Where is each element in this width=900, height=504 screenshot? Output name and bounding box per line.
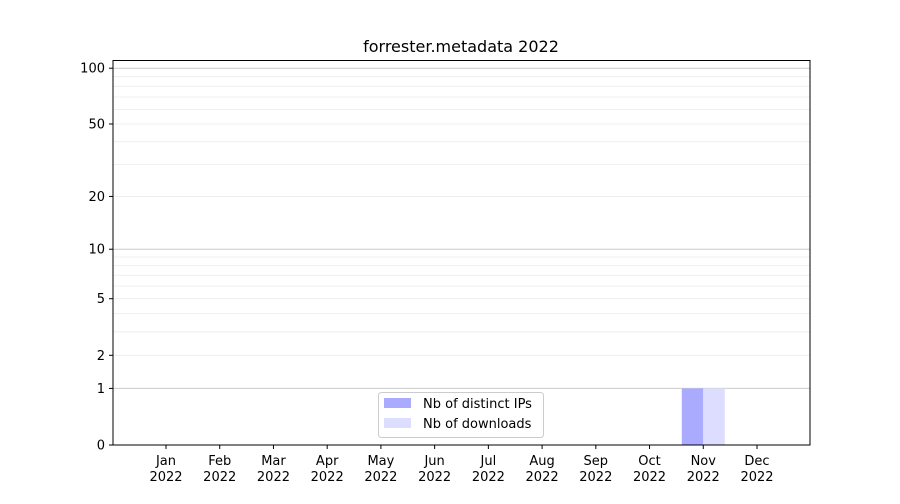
- x-tick-label: 2022: [687, 470, 720, 485]
- x-tick-label: 2022: [579, 470, 612, 485]
- x-tick-label: 2022: [472, 470, 505, 485]
- x-tick-label: 2022: [364, 470, 397, 485]
- y-tick-label: 2: [97, 349, 105, 364]
- x-tick-label: Jan: [155, 454, 176, 469]
- x-tick-label: Apr: [316, 454, 339, 469]
- x-tick-label: 2022: [149, 470, 182, 485]
- y-tick-label: 1: [97, 382, 105, 397]
- x-tick-label: Sep: [584, 454, 609, 469]
- x-tick-label: 2022: [418, 470, 451, 485]
- x-tick-label: Dec: [744, 454, 769, 469]
- legend: Nb of distinct IPs Nb of downloads: [378, 392, 544, 438]
- x-tick-label: 2022: [740, 470, 773, 485]
- x-tick-label: 2022: [633, 470, 666, 485]
- legend-label: Nb of downloads: [423, 417, 532, 432]
- y-tick-label: 5: [97, 292, 105, 307]
- plot-frame: [112, 60, 811, 446]
- legend-label: Nb of distinct IPs: [423, 397, 532, 412]
- x-tick-label: 2022: [311, 470, 344, 485]
- x-tick-label: May: [367, 454, 394, 469]
- bar: [703, 388, 725, 445]
- y-tick-label: 20: [88, 190, 105, 205]
- y-tick-label: 50: [88, 117, 105, 132]
- legend-box: [378, 392, 544, 438]
- y-tick-label: 10: [88, 243, 105, 258]
- bar: [681, 388, 704, 445]
- x-tick-label: Oct: [638, 454, 660, 469]
- x-tick-label: Nov: [691, 454, 717, 469]
- y-tick-label: 0: [97, 439, 105, 454]
- x-tick-label: 2022: [526, 470, 559, 485]
- y-tick-label: 100: [80, 62, 105, 77]
- x-tick-label: Feb: [208, 454, 231, 469]
- x-tick-label: Jun: [423, 454, 444, 469]
- legend-swatch: [384, 418, 411, 428]
- legend-swatch: [384, 398, 411, 408]
- x-tick-label: 2022: [257, 470, 290, 485]
- x-tick-label: Jul: [480, 454, 497, 469]
- x-tick-label: 2022: [203, 470, 236, 485]
- x-tick-label: Mar: [261, 454, 286, 469]
- chart-title: forrester.metadata 2022: [363, 37, 559, 56]
- x-tick-label: Aug: [529, 454, 554, 469]
